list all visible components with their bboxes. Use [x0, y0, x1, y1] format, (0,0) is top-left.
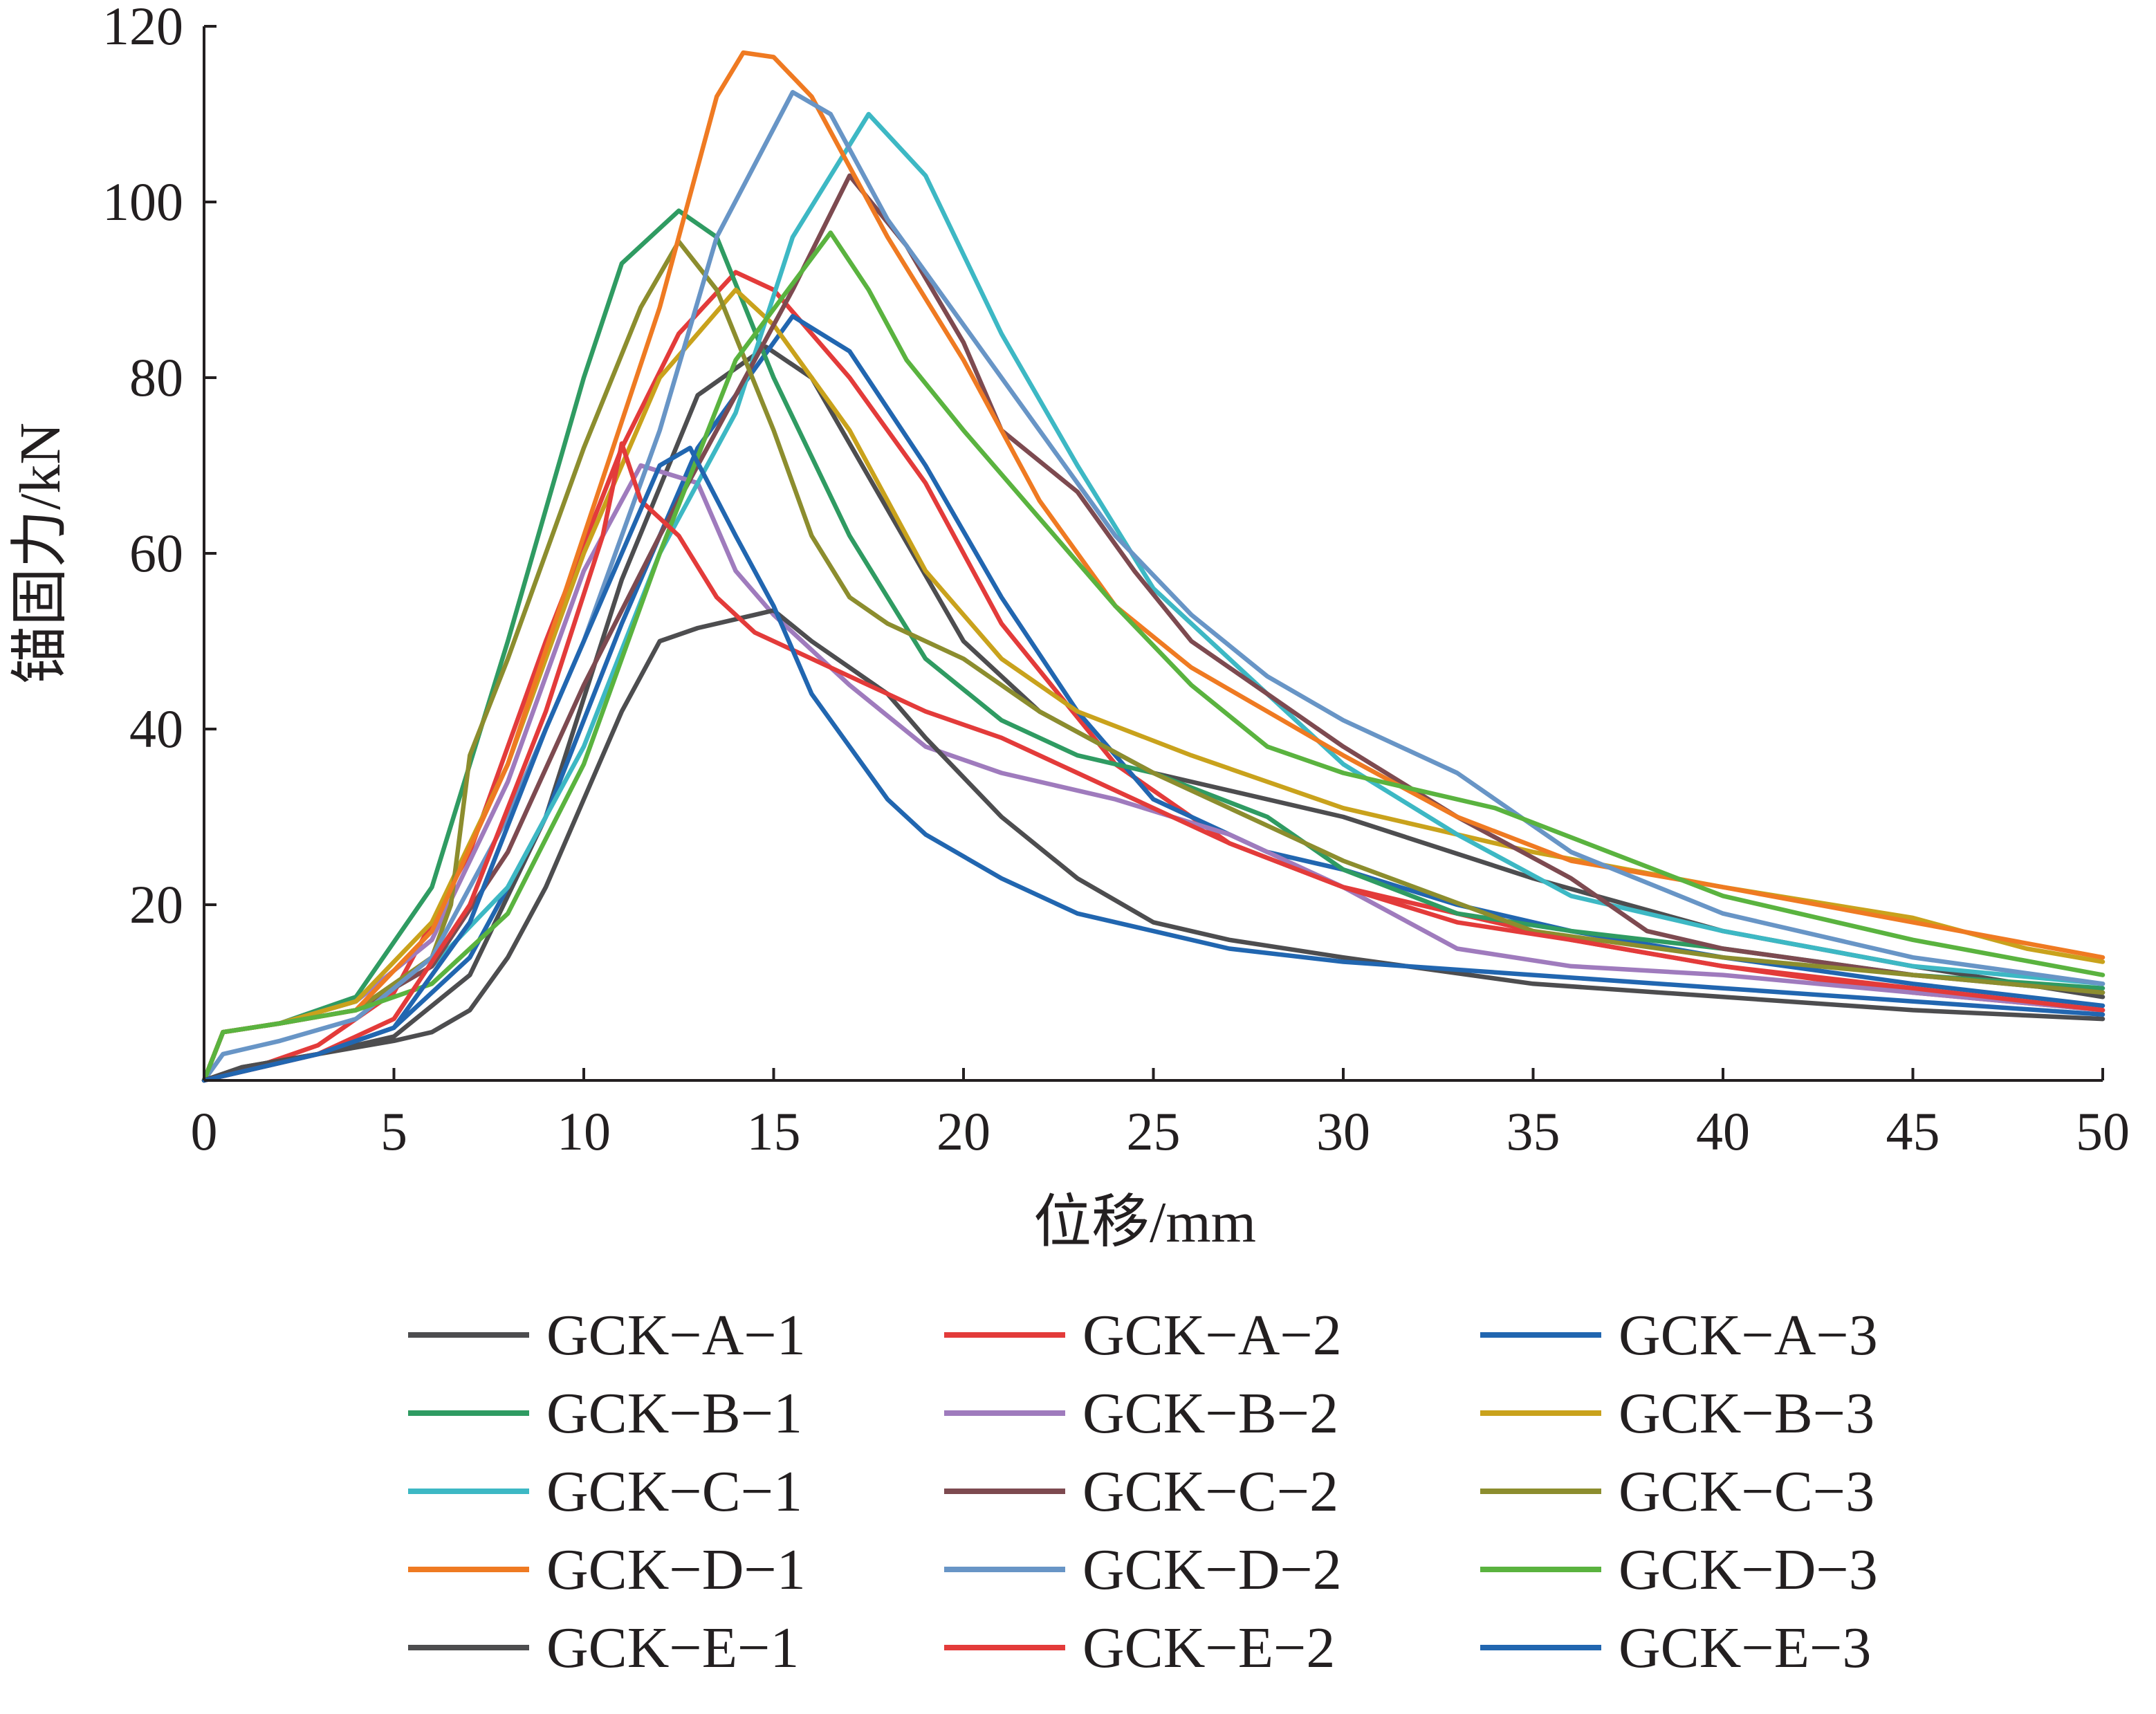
- legend-label: GCK−B−2: [1082, 1381, 1338, 1446]
- legend-label: GCK−D−1: [546, 1538, 806, 1602]
- ticks: 0 5 10 15 20 25 30 35 40 45 50 20 40 60 80 100 120: [102, 0, 2130, 1161]
- x-tick-label: 30: [1316, 1101, 1370, 1161]
- legend-label: GCK−A−2: [1082, 1303, 1342, 1367]
- legend-item: GCK−D−2: [944, 1538, 1342, 1602]
- legend-item: GCK−C−2: [944, 1459, 1338, 1524]
- x-tick-label: 5: [380, 1101, 407, 1161]
- legend-item: GCK−B−2: [944, 1381, 1338, 1446]
- series-line-8: [201, 173, 2106, 1083]
- legend-item: GCK−C−1: [408, 1459, 802, 1524]
- x-tick-label: 45: [1886, 1101, 1940, 1161]
- series-line-3: [201, 313, 2106, 1083]
- legend: GCK−A−1 GCK−A−2 GCK−A−3 GCK−B−1 GCK−B−2 GCK−B…: [408, 1303, 1878, 1680]
- series-line-2: [201, 270, 2106, 1083]
- legend-label: GCK−D−3: [1619, 1538, 1878, 1602]
- y-tick-label: 60: [129, 523, 183, 583]
- x-tick-label: 50: [2076, 1101, 2130, 1161]
- x-tick-label: 25: [1127, 1101, 1181, 1161]
- legend-label: GCK−C−1: [546, 1459, 802, 1524]
- series-layer: [201, 50, 2106, 1083]
- x-tick-label: 40: [1696, 1101, 1750, 1161]
- series-line-11: [201, 90, 2106, 1083]
- legend-item: GCK−E−2: [944, 1616, 1335, 1680]
- legend-label: GCK−E−2: [1082, 1616, 1335, 1680]
- legend-item: GCK−D−1: [408, 1538, 806, 1602]
- x-tick-label: 10: [557, 1101, 611, 1161]
- legend-label: GCK−E−1: [546, 1616, 799, 1680]
- series-line-13: [201, 608, 2106, 1083]
- series-line-9: [201, 239, 2106, 1083]
- legend-label: GCK−C−2: [1082, 1459, 1338, 1524]
- legend-item: GCK−C−3: [1480, 1459, 1874, 1524]
- legend-label: GCK−A−3: [1619, 1303, 1878, 1367]
- y-tick-label: 80: [129, 347, 183, 407]
- legend-item: GCK−B−3: [1480, 1381, 1874, 1446]
- series-line-12: [201, 230, 2106, 1083]
- legend-label: GCK−E−3: [1619, 1616, 1871, 1680]
- series-line-15: [201, 445, 2106, 1083]
- y-tick-label: 100: [102, 172, 183, 232]
- y-tick-label: 40: [129, 699, 183, 759]
- x-tick-label: 20: [937, 1101, 991, 1161]
- legend-item: GCK−A−2: [944, 1303, 1342, 1367]
- legend-item: GCK−A−1: [408, 1303, 806, 1367]
- y-axis-title: 锚固力/kN: [8, 423, 73, 684]
- x-tick-label: 0: [191, 1101, 218, 1161]
- legend-label: GCK−D−2: [1082, 1538, 1342, 1602]
- series-line-10: [201, 50, 2106, 1083]
- legend-label: GCK−A−1: [546, 1303, 806, 1367]
- x-tick-label: 15: [747, 1101, 801, 1161]
- legend-item: GCK−E−1: [408, 1616, 799, 1680]
- legend-label: GCK−B−3: [1619, 1381, 1874, 1446]
- legend-label: GCK−C−3: [1619, 1459, 1874, 1524]
- x-tick-label: 35: [1507, 1101, 1560, 1161]
- legend-item: GCK−A−3: [1480, 1303, 1878, 1367]
- y-tick-label: 20: [129, 874, 183, 934]
- legend-item: GCK−E−3: [1480, 1616, 1871, 1680]
- legend-item: GCK−B−1: [408, 1381, 802, 1446]
- legend-item: GCK−D−3: [1480, 1538, 1878, 1602]
- y-tick-label: 120: [102, 0, 183, 56]
- legend-label: GCK−B−1: [546, 1381, 802, 1446]
- x-axis-title: 位移/mm: [1033, 1190, 1256, 1255]
